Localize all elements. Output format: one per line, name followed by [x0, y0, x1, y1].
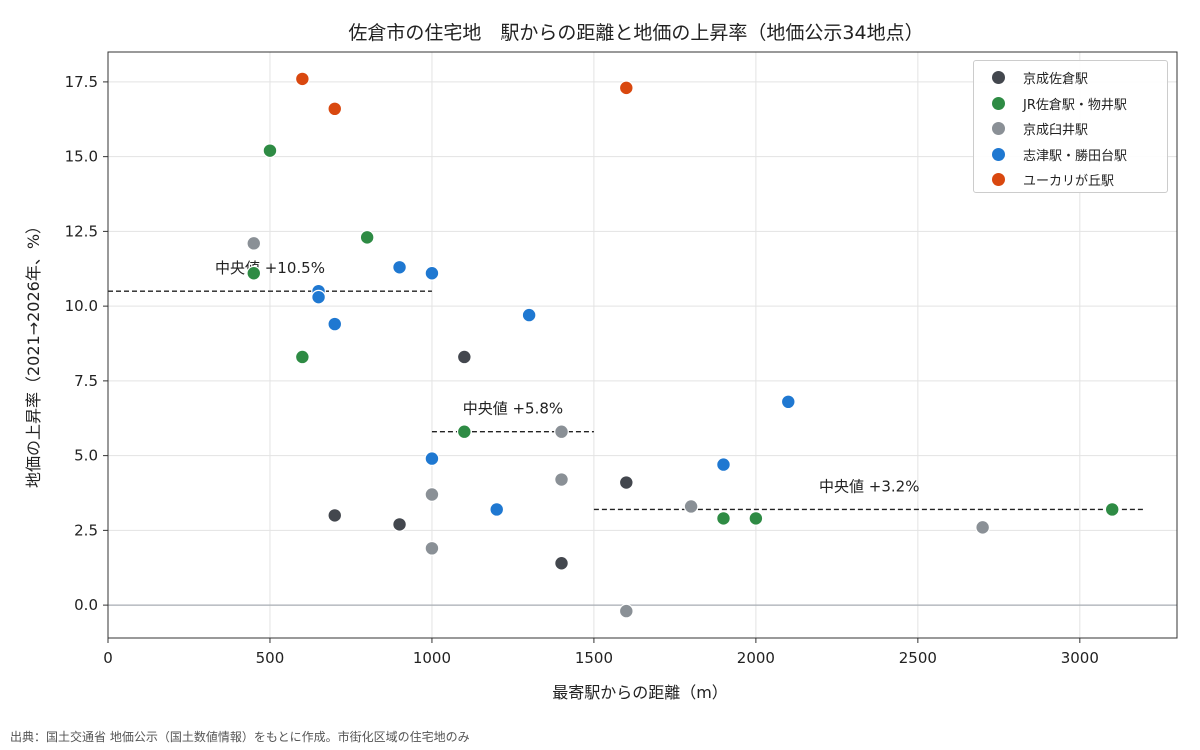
- legend-label: 京成佐倉駅: [1023, 72, 1089, 88]
- data-point: [294, 71, 310, 87]
- legend-item: 京成佐倉駅: [982, 65, 1159, 91]
- data-point: [554, 424, 569, 440]
- legend-label: ユーカリが丘駅: [1023, 174, 1115, 190]
- legend-label: JR佐倉駅・物井駅: [1023, 97, 1127, 113]
- y-tick-label: 0.0: [74, 596, 98, 614]
- median-lines: 中央値 +10.5% 中央値 +5.8% 中央値 +3.2%: [108, 259, 1145, 511]
- data-point: [975, 519, 991, 535]
- data-point: [618, 80, 634, 96]
- data-point: [716, 511, 731, 526]
- y-tick-label: 2.5: [74, 521, 98, 539]
- data-point: [424, 265, 440, 281]
- legend-item: 京成臼井駅: [982, 116, 1159, 142]
- data-point: [489, 502, 505, 517]
- data-point: [618, 603, 634, 619]
- legend-marker-icon: [992, 96, 1005, 110]
- data-point: [359, 229, 375, 245]
- legend-label: 京成臼井駅: [1023, 123, 1089, 139]
- median-label: 中央値 +3.2%: [819, 477, 919, 495]
- x-tick-label: 0: [103, 649, 113, 667]
- data-point: [327, 508, 343, 523]
- data-point: [456, 424, 472, 440]
- y-axis-label: 地価の上昇率（2021→2026年、%）: [24, 218, 43, 488]
- legend-item: 志津駅・勝田台駅: [982, 142, 1159, 168]
- x-tick-label: 2000: [737, 649, 775, 667]
- chart-legend: 京成佐倉駅 JR佐倉駅・物井駅 京成臼井駅 志津駅・勝田台駅 ユーカリが丘駅: [973, 60, 1168, 193]
- data-point: [424, 451, 440, 467]
- legend-label: 志津駅・勝田台駅: [1023, 148, 1128, 164]
- y-tick-label: 7.5: [74, 372, 98, 390]
- data-points: [246, 71, 1120, 619]
- data-point: [294, 349, 310, 365]
- legend-item: JR佐倉駅・物井駅: [982, 91, 1159, 117]
- data-point: [1104, 502, 1120, 517]
- y-tick-label: 10.0: [65, 297, 98, 315]
- y-tick-label: 5.0: [74, 447, 98, 465]
- data-point: [554, 555, 569, 571]
- legend-marker-icon: [992, 71, 1005, 85]
- x-tick-label: 500: [256, 649, 285, 667]
- data-point: [521, 307, 537, 323]
- data-point: [392, 516, 407, 532]
- x-tick-label: 2500: [899, 649, 937, 667]
- data-point: [618, 475, 634, 490]
- median-label: 中央値 +10.5%: [215, 259, 325, 277]
- data-point: [424, 487, 440, 502]
- legend-item: ユーカリが丘駅: [982, 167, 1159, 193]
- legend-marker-icon: [992, 122, 1005, 136]
- y-tick-label: 17.5: [65, 73, 98, 91]
- y-tick-label: 15.0: [65, 148, 98, 166]
- source-note: 出典：国土交通省 地価公示（国土数値情報）をもとに作成。市街化区域の住宅地のみ: [10, 730, 470, 744]
- data-point: [716, 457, 731, 472]
- legend-marker-icon: [992, 147, 1005, 161]
- plot-frame: [107, 51, 1178, 639]
- x-axis-label: 最寄駅からの距離（m）: [552, 683, 728, 702]
- data-point: [456, 349, 472, 365]
- data-point: [262, 143, 278, 159]
- data-point: [246, 235, 262, 251]
- data-point: [748, 511, 764, 526]
- chart-title: 佐倉市の住宅地 駅からの距離と地価の上昇率（地価公示34地点）: [348, 22, 923, 44]
- y-axis-ticks: 0.0 2.5 5.0 7.5 10.0 12.5 15.0 17.5: [65, 73, 108, 614]
- x-tick-label: 1500: [575, 649, 613, 667]
- data-point: [780, 394, 796, 410]
- data-point: [327, 316, 343, 332]
- median-label: 中央値 +5.8%: [463, 400, 563, 418]
- data-point: [424, 540, 440, 556]
- x-axis-ticks: 0 500 1000 1500 2000 2500 3000: [103, 638, 1099, 667]
- data-point: [392, 259, 407, 275]
- data-point: [246, 265, 262, 281]
- data-point: [327, 101, 343, 117]
- legend-marker-icon: [992, 173, 1005, 187]
- data-point: [311, 289, 326, 305]
- x-tick-label: 1000: [413, 649, 451, 667]
- data-point: [683, 499, 699, 514]
- y-tick-label: 12.5: [65, 222, 98, 240]
- data-point: [554, 472, 569, 487]
- x-tick-label: 3000: [1061, 649, 1099, 667]
